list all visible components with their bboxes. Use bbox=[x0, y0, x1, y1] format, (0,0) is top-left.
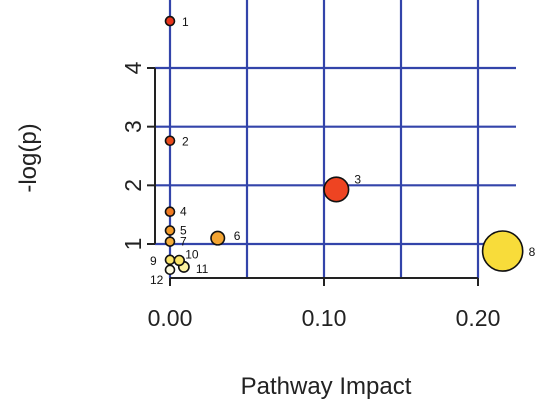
data-point-4 bbox=[164, 206, 176, 218]
data-point-label-3: 3 bbox=[354, 172, 361, 186]
y-axis-title: -log(p) bbox=[15, 123, 42, 192]
data-point-label-8: 8 bbox=[529, 245, 536, 259]
y-tick-label: 1 bbox=[120, 238, 146, 251]
data-point-8 bbox=[481, 230, 524, 272]
x-axis-title: Pathway Impact bbox=[241, 373, 412, 400]
data-point-label-5: 5 bbox=[180, 224, 187, 238]
data-point-5 bbox=[164, 225, 176, 236]
data-point-3 bbox=[323, 176, 350, 203]
x-tick-label: 0.20 bbox=[456, 305, 501, 331]
data-point-6 bbox=[210, 230, 226, 246]
data-point-label-2: 2 bbox=[182, 135, 189, 149]
data-point-12 bbox=[164, 264, 176, 276]
data-point-label-7: 7 bbox=[180, 235, 187, 249]
data-point-9 bbox=[164, 254, 176, 266]
x-tick-label: 0.10 bbox=[302, 305, 347, 331]
y-tick-label: 3 bbox=[120, 120, 146, 133]
data-point-label-4: 4 bbox=[180, 205, 187, 219]
data-point-10 bbox=[173, 254, 185, 267]
data-point-label-12: 12 bbox=[150, 273, 164, 287]
x-tick-label: 0.00 bbox=[148, 305, 193, 331]
data-point-label-9: 9 bbox=[150, 254, 157, 268]
data-point-label-1: 1 bbox=[182, 15, 189, 29]
grid-layer bbox=[155, 0, 516, 278]
y-tick-label: 4 bbox=[120, 61, 146, 74]
data-point-7 bbox=[164, 236, 176, 247]
points-layer bbox=[164, 15, 524, 276]
data-point-1 bbox=[164, 15, 176, 27]
y-tick-label: 2 bbox=[120, 179, 146, 192]
data-point-label-10: 10 bbox=[185, 247, 199, 261]
data-point-label-11: 11 bbox=[196, 262, 209, 276]
data-point-label-6: 6 bbox=[234, 229, 241, 243]
data-point-2 bbox=[164, 135, 176, 147]
